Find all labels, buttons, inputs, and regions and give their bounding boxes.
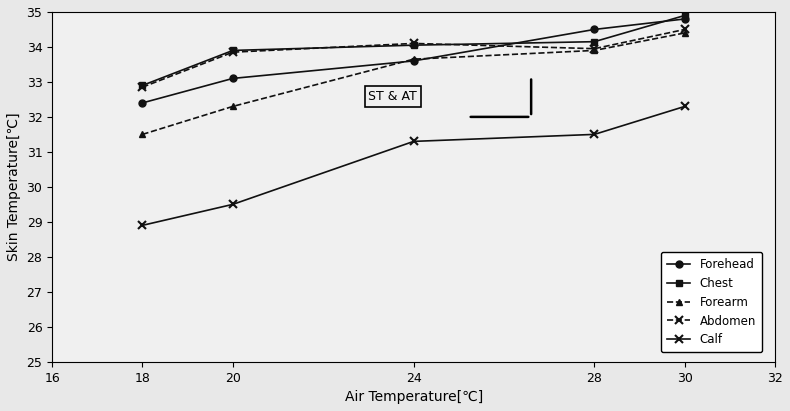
Forearm xyxy=(680,30,690,35)
Line: Forehead: Forehead xyxy=(139,16,688,106)
Calf xyxy=(137,223,147,228)
Forearm xyxy=(228,104,238,109)
Line: Chest: Chest xyxy=(139,12,688,89)
Y-axis label: Skin Temperature[℃]: Skin Temperature[℃] xyxy=(7,113,21,261)
Line: Forearm: Forearm xyxy=(139,30,688,138)
Abdomen xyxy=(680,27,690,32)
Abdomen xyxy=(137,85,147,90)
Text: ST & AT: ST & AT xyxy=(368,90,417,103)
Forehead xyxy=(680,16,690,21)
Forehead xyxy=(589,27,599,32)
Forehead xyxy=(228,76,238,81)
Forehead xyxy=(409,58,419,63)
Calf xyxy=(409,139,419,144)
Chest xyxy=(137,83,147,88)
Chest xyxy=(680,13,690,18)
Calf xyxy=(680,104,690,109)
Calf xyxy=(228,202,238,207)
Line: Calf: Calf xyxy=(138,102,689,229)
X-axis label: Air Temperature[℃]: Air Temperature[℃] xyxy=(344,390,483,404)
Forehead xyxy=(137,100,147,105)
Abdomen xyxy=(589,46,599,51)
Abdomen xyxy=(228,50,238,55)
Forearm xyxy=(589,48,599,53)
Abdomen xyxy=(409,41,419,46)
Calf xyxy=(589,132,599,137)
Forearm xyxy=(137,132,147,137)
Chest xyxy=(409,43,419,48)
Chest xyxy=(589,39,599,44)
Chest xyxy=(228,48,238,53)
Line: Abdomen: Abdomen xyxy=(138,25,689,91)
Legend: Forehead, Chest, Forearm, Abdomen, Calf: Forehead, Chest, Forearm, Abdomen, Calf xyxy=(660,252,762,352)
Forearm xyxy=(409,57,419,62)
